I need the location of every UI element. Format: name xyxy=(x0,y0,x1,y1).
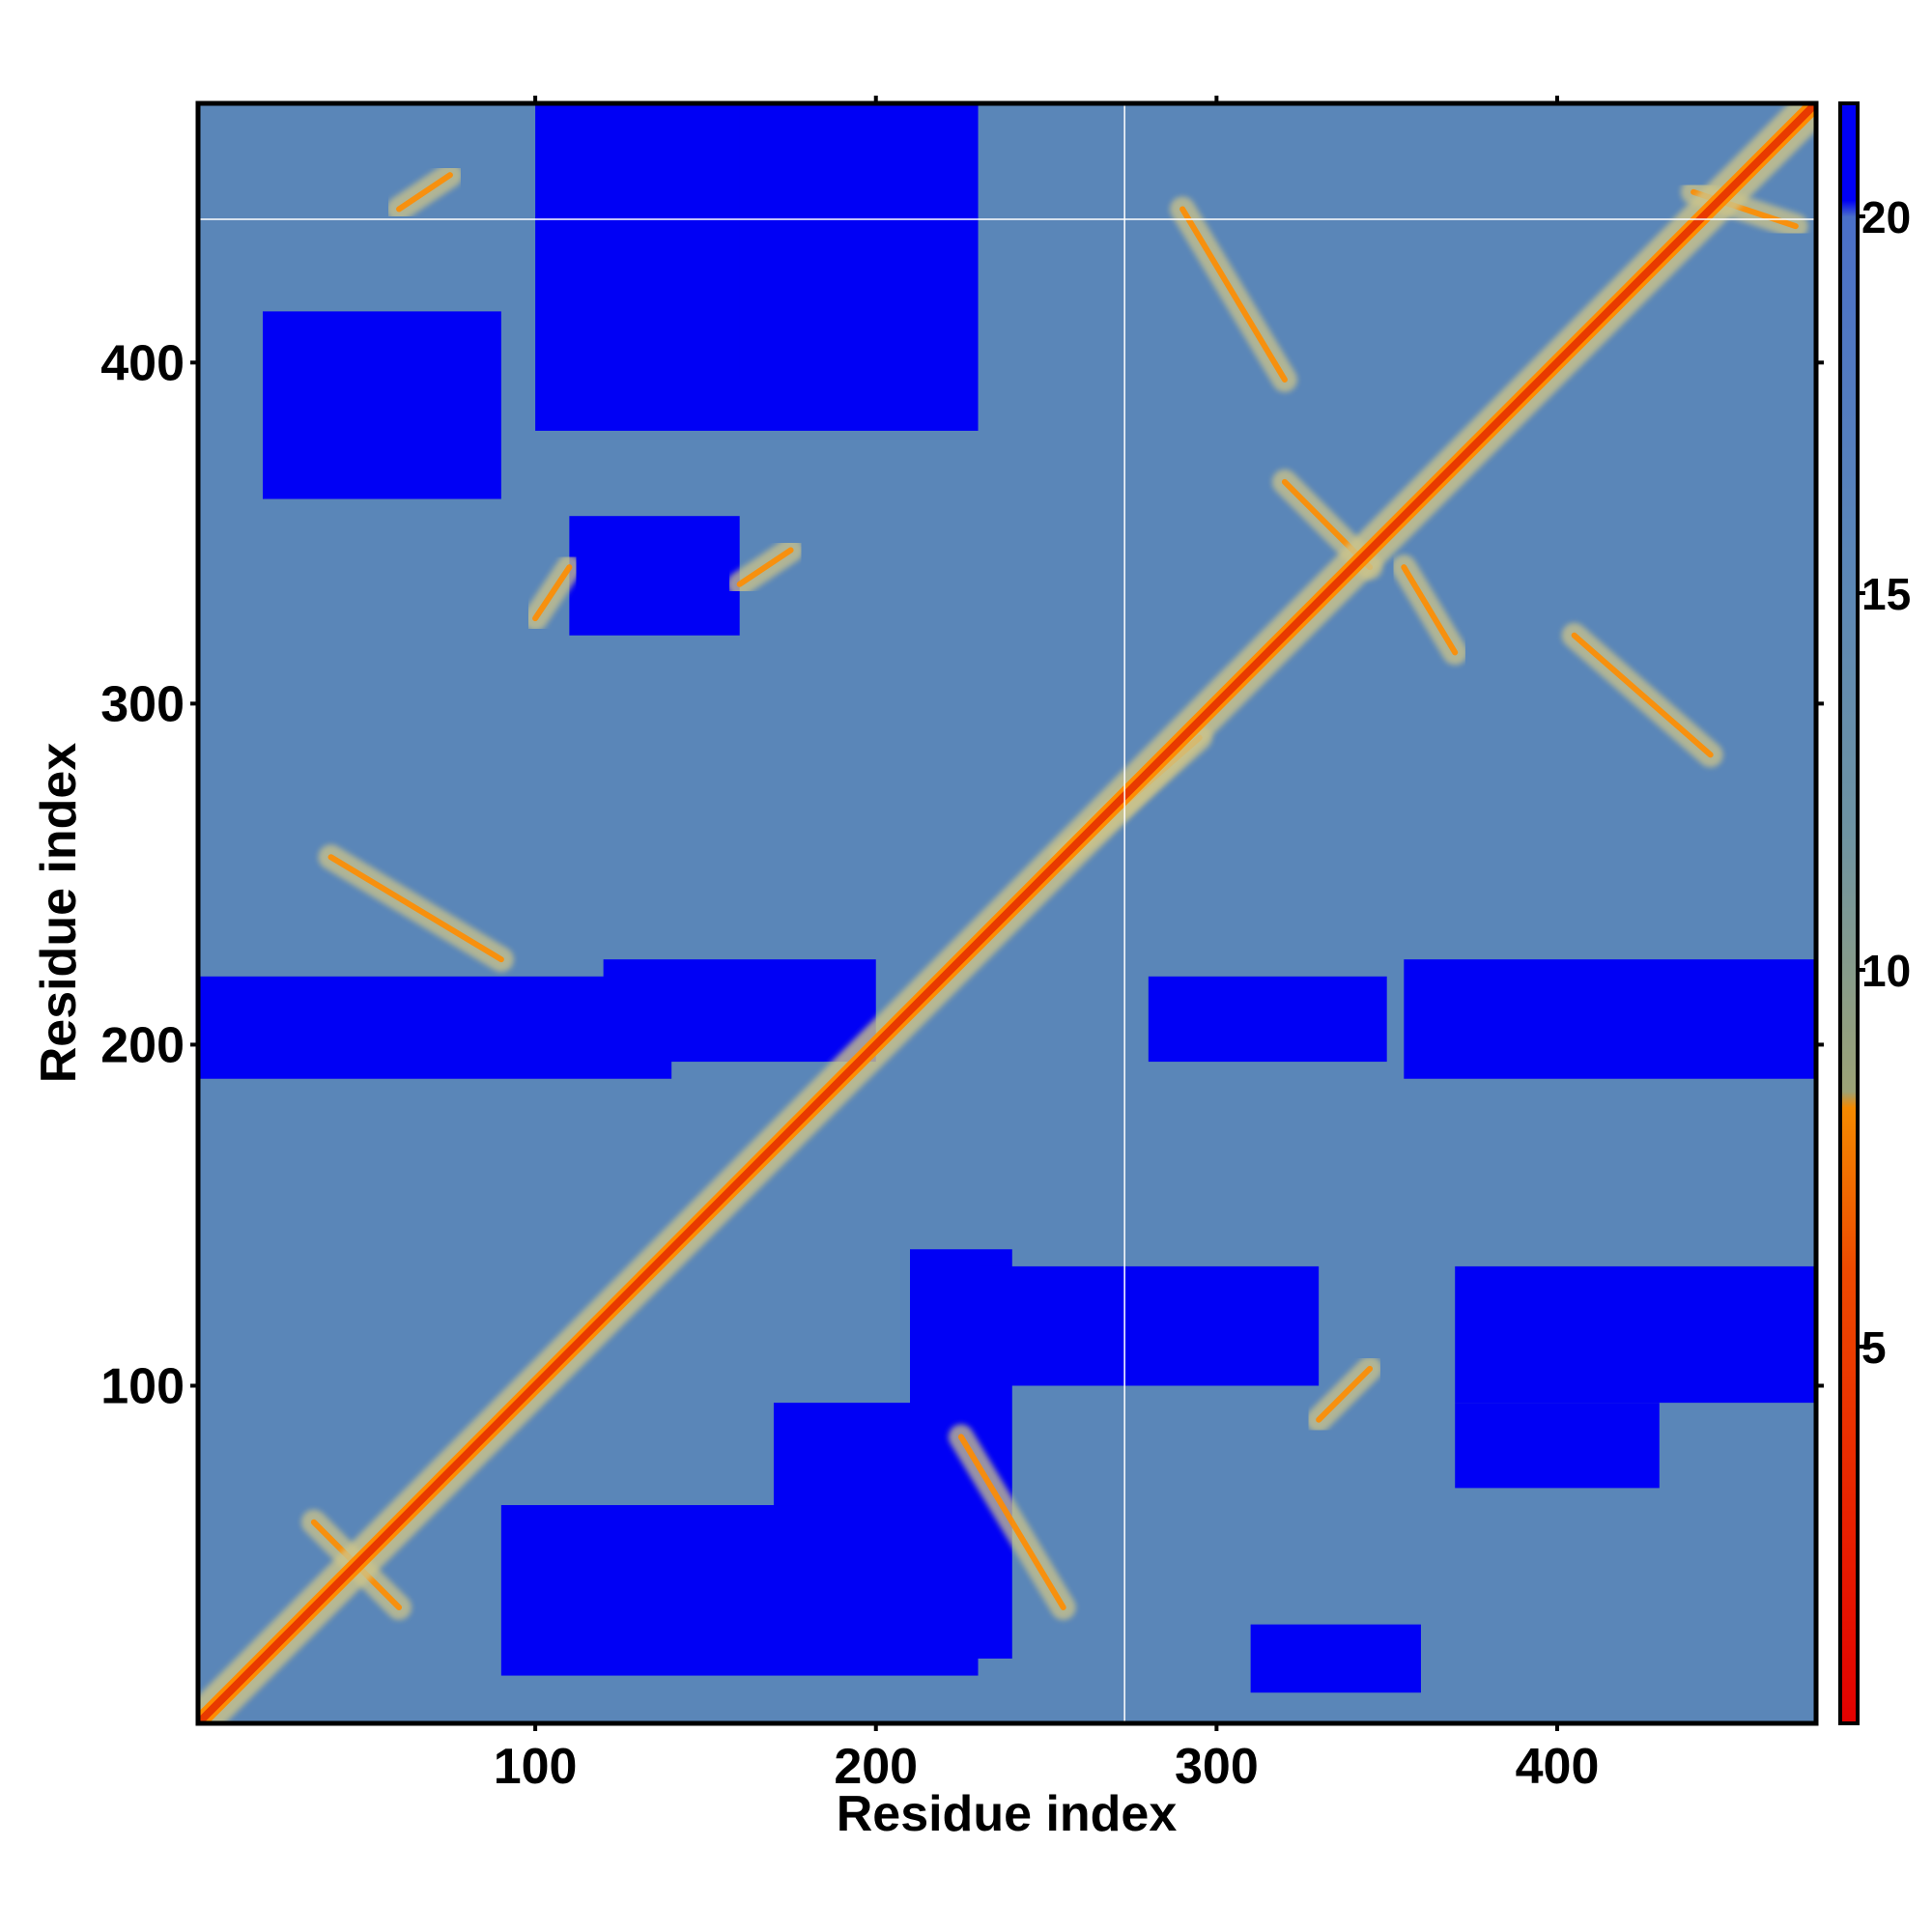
far-region-15 xyxy=(569,516,740,636)
contact-band-13 xyxy=(736,547,794,587)
contact-band-11 xyxy=(1316,1365,1374,1423)
y-tick-label-200: 200 xyxy=(100,1017,185,1073)
y-axis-title: Residue index xyxy=(31,743,87,1084)
far-region-4 xyxy=(603,959,876,1063)
plot-area xyxy=(195,100,1819,1726)
plot-frame xyxy=(195,100,1819,1726)
far-region-12 xyxy=(1455,1403,1660,1489)
far-region-14 xyxy=(263,311,501,499)
far-region-2 xyxy=(739,103,979,380)
contact-band-6 xyxy=(1401,564,1459,656)
x-axis-title: Residue index xyxy=(837,1786,1178,1842)
far-region-13 xyxy=(1148,976,1387,1063)
y-tick-label-100: 100 xyxy=(100,1358,185,1414)
far-region-9 xyxy=(1455,1265,1816,1404)
far-region-3 xyxy=(198,976,672,1079)
contact-band-12 xyxy=(532,564,573,622)
y-tick-label-300: 300 xyxy=(100,676,185,732)
colorbar-tick-label-15: 15 xyxy=(1861,569,1911,619)
colorbar-tick-label-5: 5 xyxy=(1861,1322,1887,1373)
far-region-10 xyxy=(978,1265,1320,1386)
far-distance-regions xyxy=(198,103,1816,1693)
x-tick-label-200: 200 xyxy=(834,1739,918,1795)
x-tick-label-100: 100 xyxy=(494,1739,578,1795)
contact-band-3 xyxy=(327,854,504,963)
x-axis: 100 200 300 400 xyxy=(494,96,1600,1795)
diagonal-band xyxy=(198,103,1816,1723)
colorbar-gradient xyxy=(1838,101,1860,1725)
colorbar-tick-label-20: 20 xyxy=(1861,192,1911,242)
contact-band-2 xyxy=(396,172,453,213)
guide-lines xyxy=(198,103,1816,1723)
x-tick-label-400: 400 xyxy=(1516,1739,1600,1795)
far-region-8 xyxy=(1404,959,1816,1079)
y-axis: 100 200 300 400 xyxy=(100,335,1824,1414)
far-region-7 xyxy=(500,1505,979,1676)
colorbar-tick-label-10: 10 xyxy=(1861,946,1911,996)
x-tick-label-300: 300 xyxy=(1175,1739,1259,1795)
colorbar-ticks: 5 10 15 20 xyxy=(1858,192,1911,1373)
y-tick-label-400: 400 xyxy=(100,335,185,391)
diagonal-core xyxy=(198,103,1816,1723)
far-region-11 xyxy=(1250,1624,1421,1693)
colorbar: 5 10 15 20 xyxy=(1838,101,1911,1725)
contact-band-8 xyxy=(1179,206,1288,383)
contact-band-7 xyxy=(1571,632,1714,758)
contact-band-4 xyxy=(957,1434,1066,1610)
